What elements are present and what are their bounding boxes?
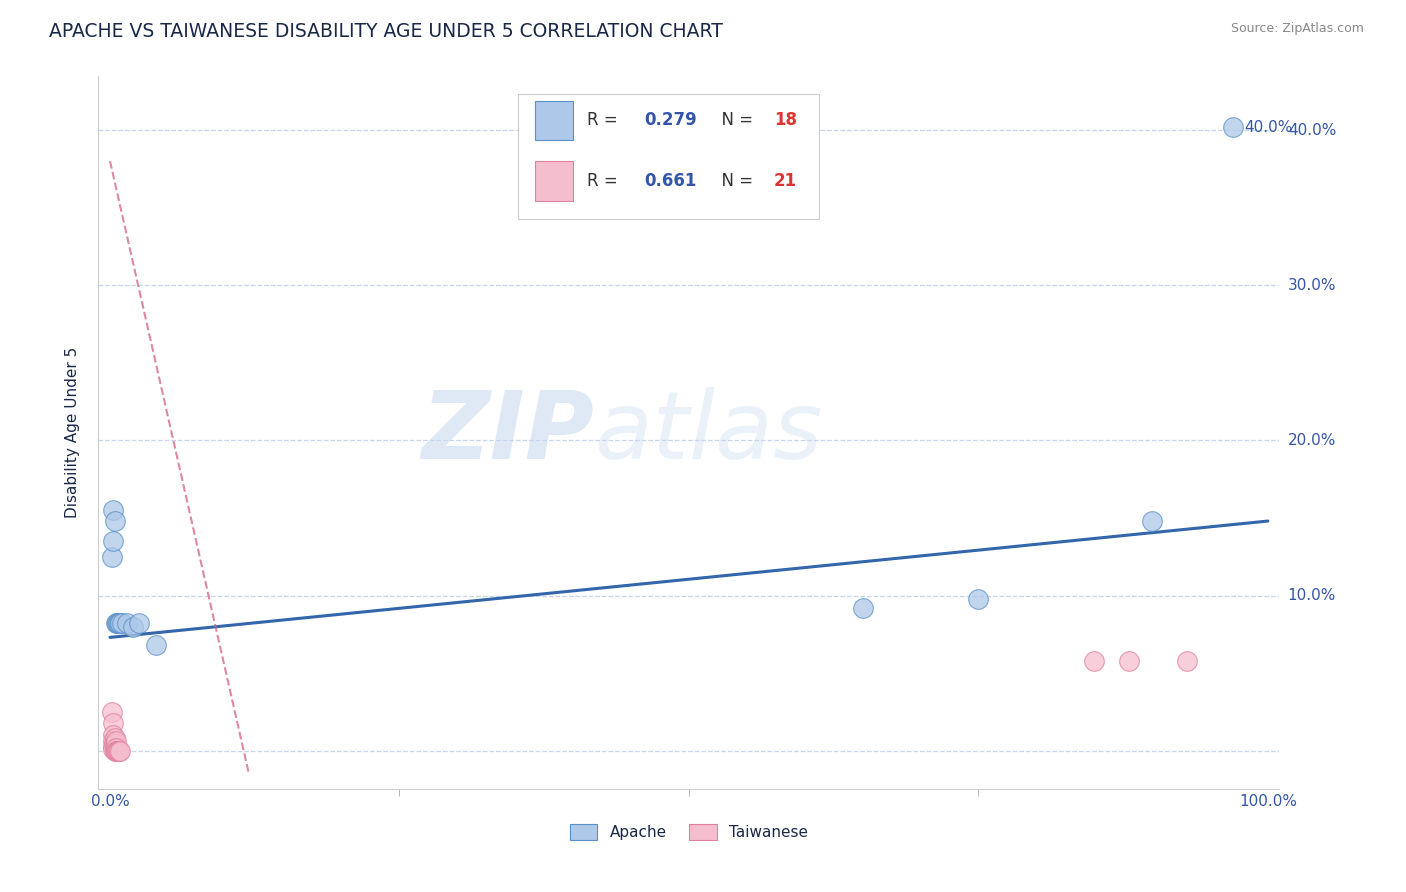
- Point: [103, 534, 125, 549]
- Point: [101, 549, 124, 564]
- Point: [1222, 120, 1244, 134]
- FancyBboxPatch shape: [536, 101, 574, 140]
- Point: [104, 740, 127, 755]
- Point: [1083, 654, 1105, 668]
- Point: [104, 734, 127, 748]
- Point: [103, 728, 125, 742]
- Point: [103, 739, 125, 753]
- Point: [103, 742, 125, 756]
- Point: [103, 503, 125, 517]
- Point: [107, 616, 129, 631]
- Text: Source: ZipAtlas.com: Source: ZipAtlas.com: [1230, 22, 1364, 36]
- Point: [110, 616, 132, 631]
- Point: [101, 705, 124, 719]
- Point: [1118, 654, 1140, 668]
- Point: [105, 744, 128, 758]
- Point: [110, 616, 132, 631]
- Point: [104, 744, 127, 758]
- Text: N =: N =: [711, 112, 759, 129]
- Point: [1140, 514, 1163, 528]
- Point: [108, 616, 131, 631]
- Text: 30.0%: 30.0%: [1288, 277, 1336, 293]
- Text: N =: N =: [711, 172, 759, 190]
- Text: atlas: atlas: [595, 387, 823, 478]
- FancyBboxPatch shape: [536, 161, 574, 201]
- Point: [107, 744, 129, 758]
- Text: 18: 18: [773, 112, 797, 129]
- Point: [105, 616, 128, 631]
- Text: R =: R =: [588, 172, 623, 190]
- Text: 0.279: 0.279: [644, 112, 697, 129]
- Point: [852, 601, 875, 615]
- Text: 21: 21: [773, 172, 797, 190]
- Point: [1175, 654, 1198, 668]
- Point: [104, 616, 127, 631]
- Text: APACHE VS TAIWANESE DISABILITY AGE UNDER 5 CORRELATION CHART: APACHE VS TAIWANESE DISABILITY AGE UNDER…: [49, 22, 723, 41]
- Point: [145, 638, 167, 652]
- Text: 0.661: 0.661: [644, 172, 696, 190]
- Point: [117, 616, 139, 631]
- Text: 40.0%: 40.0%: [1288, 122, 1336, 137]
- Point: [104, 740, 127, 755]
- Text: ZIP: ZIP: [422, 386, 595, 479]
- Y-axis label: Disability Age Under 5: Disability Age Under 5: [65, 347, 80, 518]
- Text: 10.0%: 10.0%: [1288, 588, 1336, 603]
- Point: [105, 744, 128, 758]
- Text: 40.0%: 40.0%: [1244, 120, 1292, 135]
- Text: 20.0%: 20.0%: [1288, 433, 1336, 448]
- Point: [110, 744, 132, 758]
- Point: [122, 619, 145, 633]
- Point: [103, 715, 125, 730]
- Point: [104, 744, 127, 758]
- Point: [104, 738, 127, 752]
- Point: [967, 591, 990, 606]
- Point: [104, 514, 127, 528]
- Point: [104, 731, 127, 746]
- Point: [103, 734, 125, 748]
- Text: R =: R =: [588, 112, 623, 129]
- FancyBboxPatch shape: [517, 94, 818, 219]
- Point: [108, 744, 131, 758]
- Point: [128, 616, 150, 631]
- Legend: Apache, Taiwanese: Apache, Taiwanese: [564, 818, 814, 846]
